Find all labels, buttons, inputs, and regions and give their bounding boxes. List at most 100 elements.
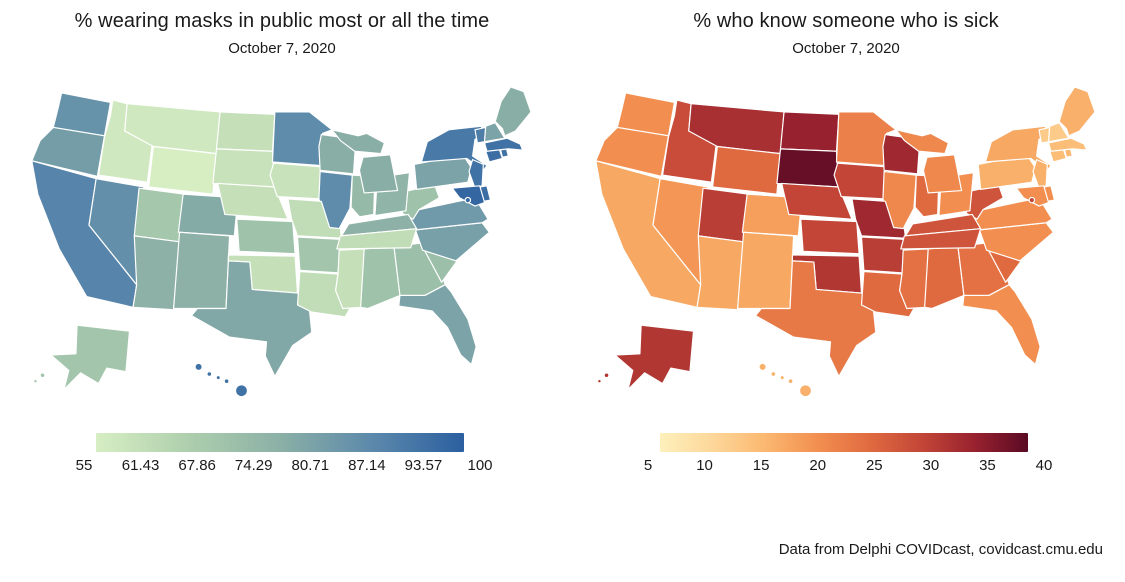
colorbar-tick-label: 15 <box>752 457 770 474</box>
state-MN-masks <box>271 111 333 167</box>
state-SD-masks <box>212 148 276 188</box>
state-AR-sick <box>860 236 907 274</box>
state-MS-masks <box>335 248 365 310</box>
state-DC-masks <box>464 196 472 204</box>
state-ME-sick <box>1058 86 1096 137</box>
masks-colorbar-gradient <box>96 433 464 452</box>
state-MD-sick <box>1015 185 1050 207</box>
colorbar-tick-label: 93.57 <box>404 457 443 474</box>
sick-choropleth-map <box>595 86 1096 398</box>
masks-map-title: % wearing masks in public most or all th… <box>74 10 490 32</box>
state-MI-masks <box>358 154 399 194</box>
state-NJ-masks <box>468 159 484 189</box>
state-HI-island-sick <box>779 374 785 381</box>
state-TN-sick <box>900 228 982 250</box>
masks-choropleth-map <box>31 86 532 398</box>
state-SD-sick <box>776 148 840 188</box>
sick-colorbar-gradient <box>660 433 1028 452</box>
colorbar-tick-label: 80.71 <box>291 457 330 474</box>
state-MA-masks <box>483 137 524 152</box>
state-MI-masks <box>331 129 386 155</box>
masks-map-panel: % wearing masks in public most or all th… <box>6 6 558 481</box>
state-NE-masks <box>217 182 289 220</box>
state-TN-masks <box>336 228 418 250</box>
state-NJ-sick <box>1032 159 1048 189</box>
state-TX-sick <box>754 260 877 378</box>
masks-colorbar-block: 55 61.43 67.86 74.29 80.71 87.14 93.57 100 <box>76 433 493 481</box>
state-KS-sick <box>800 218 860 255</box>
state-MS-sick <box>899 248 929 310</box>
state-DC-sick <box>1028 196 1036 204</box>
state-UT-masks <box>133 187 185 243</box>
state-NH-sick <box>1047 122 1070 143</box>
state-NM-sick <box>736 231 795 310</box>
sick-colorbar-ticks: 5 10 15 20 25 30 35 40 <box>644 457 1053 477</box>
state-AK-island-masks <box>39 372 46 379</box>
colorbar-tick-label: 74.29 <box>234 457 273 474</box>
state-HI-island-sick <box>770 371 777 378</box>
colorbar-tick-label: 10 <box>696 457 713 474</box>
sick-map-title: % who know someone who is sick <box>693 10 999 32</box>
sick-map-container <box>570 61 1122 425</box>
state-HI-island-masks <box>206 371 213 378</box>
colorbar-tick-label: 67.86 <box>178 457 216 474</box>
sick-colorbar-block: 5 10 15 20 25 30 35 40 <box>644 433 1053 481</box>
state-AR-masks <box>296 236 343 274</box>
state-HI-island-sick <box>798 384 813 398</box>
state-AK-island-masks <box>33 378 38 384</box>
state-KS-masks <box>236 218 296 255</box>
state-AK-island-sick <box>603 372 610 379</box>
masks-colorbar-ticks: 55 61.43 67.86 74.29 80.71 87.14 93.57 100 <box>76 457 493 477</box>
state-AK-sick <box>614 324 695 391</box>
state-NE-sick <box>781 182 853 220</box>
state-WY-masks <box>147 145 218 195</box>
state-NM-masks <box>172 231 231 310</box>
state-HI-island-sick <box>758 362 767 372</box>
state-MI-sick <box>922 154 963 194</box>
state-NH-masks <box>483 122 506 143</box>
state-ND-sick <box>779 111 840 152</box>
state-FL-sick <box>962 284 1041 366</box>
state-AZ-masks <box>132 235 181 311</box>
state-HI-island-sick <box>787 378 794 385</box>
state-AL-masks <box>360 245 401 310</box>
state-MN-sick <box>835 111 897 167</box>
sick-map-date: October 7, 2020 <box>792 40 900 57</box>
state-MO-sick <box>851 198 907 239</box>
state-MI-sick <box>895 129 950 155</box>
colorbar-tick-label: 25 <box>865 457 883 474</box>
colorbar-tick-label: 5 <box>643 457 653 474</box>
colorbar-tick-label: 30 <box>922 457 940 474</box>
state-UT-sick <box>697 187 749 243</box>
sick-map-panel: % who know someone who is sick October 7… <box>570 6 1122 481</box>
colorbar-tick-label: 20 <box>809 457 827 474</box>
colorbar-tick-label: 40 <box>1035 457 1053 474</box>
state-HI-island-masks <box>223 378 230 385</box>
state-TX-masks <box>190 260 313 378</box>
state-MO-masks <box>287 198 343 239</box>
state-AK-island-sick <box>597 378 602 384</box>
state-WY-sick <box>711 145 782 195</box>
state-ND-masks <box>215 111 276 152</box>
colorbar-tick-label: 61.43 <box>121 457 160 474</box>
data-source-credit: Data from Delphi COVIDcast, covidcast.cm… <box>778 541 1103 558</box>
state-AZ-sick <box>696 235 745 311</box>
masks-map-container <box>6 61 558 425</box>
state-MD-masks <box>451 185 486 207</box>
state-HI-island-masks <box>215 374 221 381</box>
colorbar-tick-label: 35 <box>979 457 996 474</box>
masks-map-date: October 7, 2020 <box>228 40 336 57</box>
state-AL-sick <box>924 245 965 310</box>
state-AK-masks <box>50 324 131 391</box>
state-HI-island-masks <box>234 384 249 398</box>
state-OR-masks <box>31 126 106 177</box>
state-FL-masks <box>398 284 477 366</box>
state-OR-sick <box>595 126 670 177</box>
colorbar-tick-label: 100 <box>467 457 493 474</box>
colorbar-tick-label: 87.14 <box>348 457 386 474</box>
state-ME-masks <box>494 86 532 137</box>
state-MA-sick <box>1047 137 1088 152</box>
state-HI-island-masks <box>194 362 203 372</box>
colorbar-tick-label: 55 <box>75 457 93 474</box>
